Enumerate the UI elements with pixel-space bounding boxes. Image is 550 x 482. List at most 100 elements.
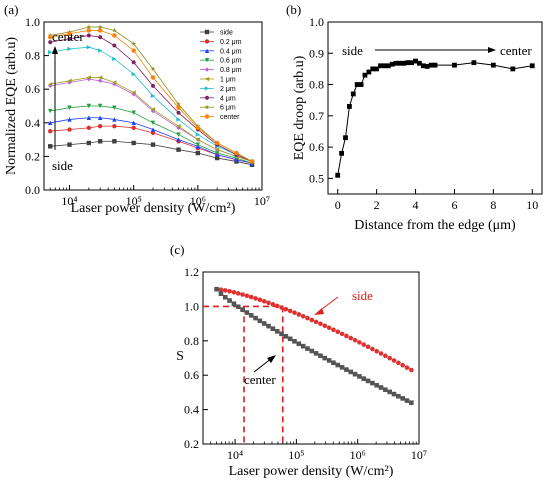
panel-c-center-point-45 xyxy=(409,400,414,406)
panel-c-side-point-29 xyxy=(339,331,345,337)
panel-c-side-point-40 xyxy=(387,355,393,361)
panel-c-side-point-38 xyxy=(378,351,384,356)
panel-c-label: (c) xyxy=(170,242,184,257)
panel-a-point-2-5 xyxy=(131,120,136,125)
panel-b-point-20 xyxy=(413,58,418,64)
legend-label-4: 0.8 μm xyxy=(220,67,242,74)
panel-b-arrow-head xyxy=(488,47,496,53)
panel-a-ylabel: Normalized EQE (arb.u) xyxy=(4,37,19,175)
panel-c-center-point-13 xyxy=(270,326,276,332)
panel-a: 10⁴ 10⁵ 10⁶ 10⁷ 0.0 0.2 0.4 0.6 0.8 1.0 side 0.2 μ… xyxy=(4,15,270,216)
panel-a-point-2-3 xyxy=(97,115,103,120)
panel-a-point-9-6 xyxy=(150,75,156,80)
panel-a-side-annotation: side xyxy=(52,158,73,173)
panel-c-center-point-32 xyxy=(352,371,358,377)
panel-a-point-0-4 xyxy=(112,139,117,144)
panel-c-center-point-2 xyxy=(222,294,228,300)
panel-b-ytick-label-3: 0.8 xyxy=(309,78,324,92)
panel-c-side-point-27 xyxy=(331,327,336,333)
legend-marker-0 xyxy=(204,29,210,35)
legend-label-9: center xyxy=(220,114,240,121)
panel-a-point-5-6 xyxy=(150,107,156,112)
panel-c-center-point-8 xyxy=(248,313,254,318)
panel-c-center-arrow-head xyxy=(267,355,276,363)
panel-b-ytick-label-2: 0.7 xyxy=(309,109,324,123)
panel-a-point-3-4 xyxy=(112,105,117,110)
panel-c-center-point-26 xyxy=(326,358,332,363)
panel-a-point-9-2 xyxy=(86,28,92,33)
panel-c-center-point-44 xyxy=(404,398,410,403)
panel-b-xtick-label-3: 6 xyxy=(451,198,457,212)
panel-a-xtick-label-0: 10⁴ xyxy=(61,194,77,208)
panel-a-point-0-8 xyxy=(195,150,201,156)
panel-c-side-point-26 xyxy=(326,325,332,331)
panel-a-xlabel: Laser power density (W/cm²) xyxy=(71,201,236,216)
panel-b-point-21 xyxy=(417,60,422,66)
panel-a-point-1-5 xyxy=(131,125,136,131)
panel-c-side-point-1 xyxy=(218,287,224,292)
panel-a-line-5 xyxy=(50,77,253,162)
legend-label-3: 0.6 μm xyxy=(220,58,242,65)
panel-a-point-8-4 xyxy=(111,27,117,33)
panel-a-point-0-5 xyxy=(131,140,136,146)
panel-c-center-point-40 xyxy=(387,389,393,395)
panel-a-point-6-0 xyxy=(48,50,53,55)
panel-a-arrow-head xyxy=(52,46,58,54)
legend-marker-5 xyxy=(204,76,210,82)
panel-a-point-5-7 xyxy=(176,123,181,129)
panel-c-side-point-21 xyxy=(305,315,310,321)
panel-a-point-3-9 xyxy=(214,150,220,156)
panel-c-center-point-21 xyxy=(305,346,310,351)
panel-c-ytick-label-3: 0.8 xyxy=(184,334,199,348)
panel-c-center-point-12 xyxy=(266,323,271,329)
panel-a-ytick-label-1: 0.2 xyxy=(25,149,40,163)
panel-c-center-point-34 xyxy=(361,376,367,381)
panel-b-point-9 xyxy=(370,66,376,72)
panel-b-point-18 xyxy=(405,60,411,66)
panel-c-side-point-28 xyxy=(335,329,341,335)
panel-b-ytick-label-0: 0.5 xyxy=(309,171,324,185)
panel-c-center-point-41 xyxy=(391,391,397,397)
panel-c-side-annotation: side xyxy=(352,288,373,303)
panel-a-point-3-0 xyxy=(48,108,53,114)
panel-a-point-0-2 xyxy=(86,140,92,146)
panel-a-point-6-5 xyxy=(131,71,136,77)
panel-c-side-point-43 xyxy=(400,362,405,368)
panel-a-point-8-5 xyxy=(131,41,137,46)
panel-b-point-4 xyxy=(350,91,356,97)
panel-c-center-point-38 xyxy=(378,385,384,390)
panel-c-ytick-label-2: 0.6 xyxy=(184,368,199,382)
panel-b-point-23 xyxy=(424,64,430,69)
panel-c-side-point-37 xyxy=(374,348,380,354)
panel-a-point-9-8 xyxy=(195,125,201,131)
panel-a-point-3-6 xyxy=(150,120,156,125)
panel-a-point-9-1 xyxy=(67,31,72,36)
panel-b-point-3 xyxy=(347,104,352,109)
panel-a-point-2-1 xyxy=(67,117,72,122)
panel-c-center-point-33 xyxy=(357,374,362,379)
panel-a-point-1-4 xyxy=(112,123,117,129)
panel-c-ytick-label-5: 1.2 xyxy=(184,265,199,279)
panel-c-side-point-25 xyxy=(322,323,328,329)
panel-a-point-7-6 xyxy=(150,83,156,88)
panel-c-side-point-17 xyxy=(287,308,293,314)
panel-c-center-point-20 xyxy=(300,343,306,349)
panel-c-center-point-11 xyxy=(261,321,267,326)
panel-c-side-point-23 xyxy=(313,319,319,325)
panel-c-side-point-8 xyxy=(248,294,254,300)
panel-a-point-6-1 xyxy=(67,46,72,52)
panel-a-point-3-2 xyxy=(86,103,92,109)
panel-c-center-point-28 xyxy=(335,362,341,368)
panel-c-center-point-10 xyxy=(257,318,263,324)
legend-marker-3 xyxy=(204,58,210,63)
panel-c-center-point-27 xyxy=(331,360,336,366)
panel-b-point-5 xyxy=(354,82,360,87)
panel-a-point-9-11 xyxy=(249,159,255,164)
panel-c-side-point-34 xyxy=(361,342,367,347)
panel-a-point-6-4 xyxy=(112,56,117,62)
panel-a-point-9-3 xyxy=(97,28,103,33)
panel-c-center-point-29 xyxy=(339,365,345,370)
panel-c-side-point-12 xyxy=(266,300,271,306)
panel-a-point-3-3 xyxy=(97,103,103,109)
panel-b-point-30 xyxy=(529,63,535,69)
